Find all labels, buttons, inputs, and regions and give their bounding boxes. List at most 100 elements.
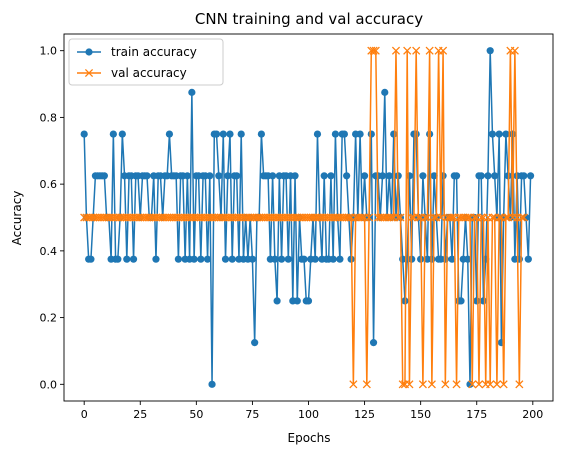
train-accuracy-point [412, 130, 420, 138]
y-tick-label: 0.0 [40, 378, 58, 391]
train-accuracy-point [360, 172, 369, 180]
val-accuracy-point [448, 213, 457, 222]
y-tick-label: 1.0 [40, 45, 58, 58]
series-val-accuracy [80, 46, 528, 389]
val-accuracy-point [421, 213, 430, 222]
train-accuracy-point [477, 172, 485, 180]
train-accuracy-point [524, 255, 532, 263]
train-accuracy-point [183, 172, 191, 180]
val-accuracy-point [405, 380, 414, 389]
legend-marker-train-accuracy [85, 48, 93, 56]
train-accuracy-point [87, 255, 95, 263]
train-accuracy-point [123, 255, 131, 263]
train-accuracy-point [300, 255, 308, 263]
train-accuracy-point [190, 255, 198, 263]
y-tick-label: 0.8 [40, 111, 58, 124]
x-tick-label: 100 [298, 408, 319, 421]
val-accuracy-point [427, 380, 436, 389]
train-accuracy-point [100, 172, 108, 180]
train-accuracy-point [188, 88, 196, 96]
val-accuracy-point [358, 213, 367, 222]
val-accuracy-point [423, 213, 432, 222]
train-accuracy-point [381, 88, 389, 96]
train-accuracy-point [257, 130, 265, 138]
train-accuracy-point [291, 172, 299, 180]
val-accuracy-point [501, 213, 510, 222]
val-accuracy-point [403, 46, 412, 55]
train-accuracy-point [248, 255, 257, 263]
val-accuracy-point [515, 380, 524, 389]
train-accuracy-point [224, 172, 232, 180]
val-accuracy-point [394, 213, 403, 222]
x-tick-label: 125 [354, 408, 375, 421]
val-accuracy-point [510, 46, 519, 55]
train-accuracy-point [369, 339, 378, 347]
train-accuracy-point [502, 130, 510, 138]
train-accuracy-point [464, 255, 472, 263]
legend-box [68, 38, 224, 86]
train-accuracy-point [269, 172, 277, 180]
train-accuracy-point [221, 255, 230, 263]
train-accuracy-point [484, 172, 492, 180]
legend: train accuracy val accuracy [68, 38, 224, 86]
train-accuracy-point [197, 255, 205, 263]
train-accuracy-point [165, 130, 174, 138]
train-accuracy-point [208, 380, 216, 388]
val-accuracy-point [468, 380, 477, 389]
train-accuracy-point [129, 255, 138, 263]
train-accuracy-point [336, 255, 344, 263]
y-tick-label: 0.4 [40, 245, 58, 258]
train-accuracy-point [304, 297, 313, 305]
val-accuracy-point [519, 213, 528, 222]
y-axis-label: Accuracy [10, 191, 24, 246]
y-tick-label: 0.2 [40, 312, 58, 325]
val-accuracy-point [349, 380, 358, 389]
train-accuracy-point [419, 172, 427, 180]
val-accuracy-point [488, 213, 497, 222]
val-accuracy-point [436, 213, 445, 222]
train-accuracy-point [457, 297, 465, 305]
train-accuracy-point [226, 130, 234, 138]
axes: 0 25 50 75 100 125 150 175 200 0.0 0.2 0.4 0.6 0.8 1.0 [40, 33, 554, 421]
train-accuracy-point [486, 47, 494, 55]
train-accuracy-point [331, 130, 340, 138]
train-accuracy-point [228, 255, 236, 263]
train-accuracy-point [273, 297, 281, 305]
x-tick-label: 150 [410, 408, 431, 421]
val-accuracy-point [365, 213, 374, 222]
train-accuracy-point [526, 172, 535, 180]
x-tick-label: 75 [245, 408, 259, 421]
val-accuracy-point [414, 213, 423, 222]
legend-label-train-accuracy: train accuracy [111, 45, 197, 59]
val-accuracy-point [344, 213, 353, 222]
x-tick-label: 0 [81, 408, 88, 421]
train-accuracy-point [327, 172, 335, 180]
train-accuracy-point [219, 130, 227, 138]
train-accuracy-point [320, 172, 328, 180]
legend-marker-val-accuracy [84, 68, 94, 78]
x-tick-label: 175 [466, 408, 487, 421]
val-accuracy-point [396, 213, 405, 222]
train-accuracy-point [203, 255, 212, 263]
val-accuracy-point [517, 213, 526, 222]
x-tick-label: 200 [522, 408, 543, 421]
train-accuracy-point [118, 130, 126, 138]
val-accuracy-point [492, 380, 501, 389]
train-accuracy-point [277, 255, 286, 263]
train-accuracy-point [215, 172, 223, 180]
train-accuracy-point [488, 130, 497, 138]
train-accuracy-point [206, 172, 214, 180]
train-accuracy-point [390, 130, 398, 138]
train-accuracy-point [293, 297, 301, 305]
val-accuracy-point [371, 46, 380, 55]
train-accuracy-point [174, 255, 182, 263]
train-accuracy-point [284, 255, 292, 263]
train-accuracy-point [441, 255, 449, 263]
train-accuracy-point [367, 130, 375, 138]
val-accuracy-point [463, 213, 472, 222]
train-accuracy-point [515, 255, 523, 263]
chart-title: CNN training and val accuracy [195, 10, 423, 28]
val-accuracy-point [441, 380, 450, 389]
